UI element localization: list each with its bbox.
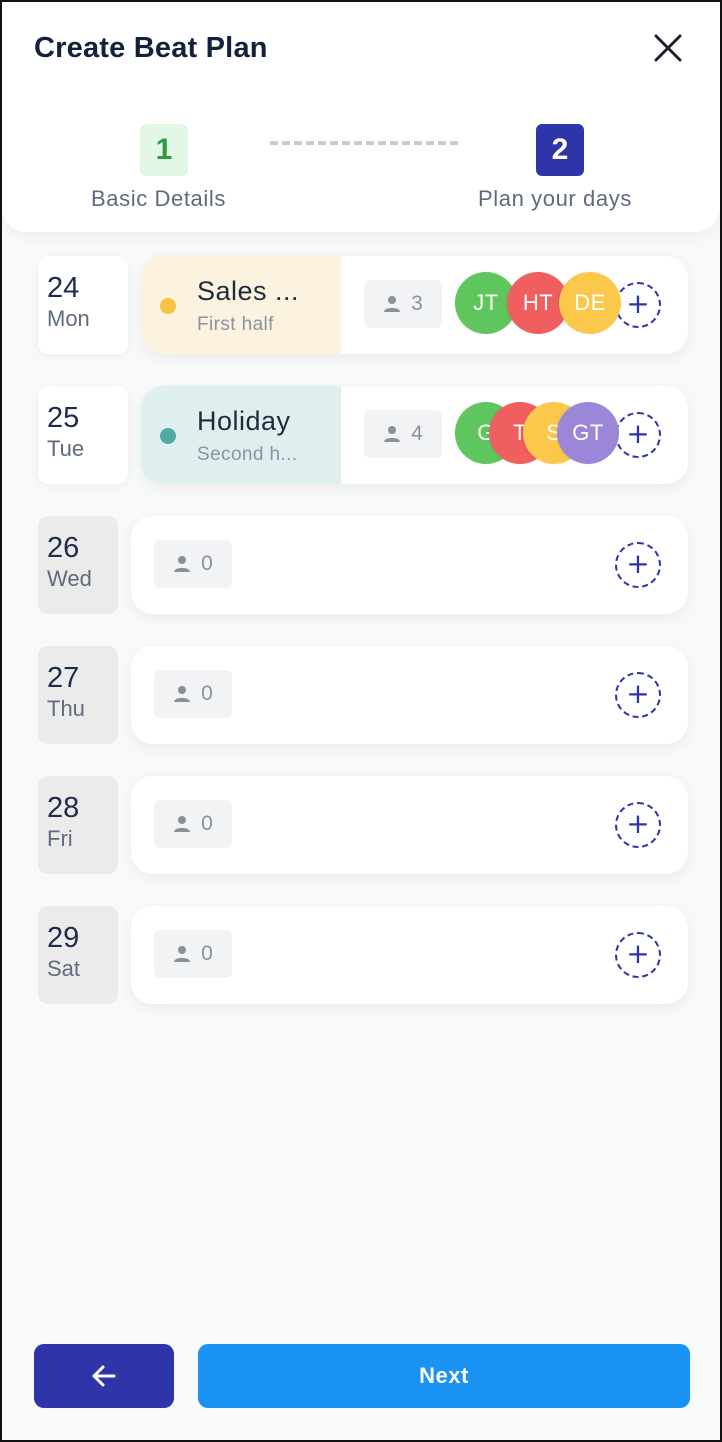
- person-icon: [384, 296, 401, 312]
- date-number: 26: [47, 532, 80, 564]
- day-row: 24 Mon Sales ... First half 3 JT HT DE +: [38, 256, 688, 356]
- close-icon: [654, 34, 682, 62]
- date-tile[interactable]: 28 Fri: [38, 776, 118, 874]
- event-status-dot: [160, 298, 176, 314]
- day-row: 28 Fri 0 +: [38, 776, 688, 876]
- person-icon: [174, 946, 191, 962]
- day-card: 0 +: [131, 776, 688, 874]
- date-tile[interactable]: 26 Wed: [38, 516, 118, 614]
- plus-icon: +: [626, 677, 650, 710]
- date-tile[interactable]: 27 Thu: [38, 646, 118, 744]
- step-connector: [270, 141, 458, 145]
- day-row: 29 Sat 0 +: [38, 906, 688, 1006]
- event-title: Sales ...: [197, 276, 300, 306]
- avatar[interactable]: GT: [557, 402, 619, 464]
- date-number: 25: [47, 402, 80, 434]
- close-button[interactable]: [648, 28, 688, 68]
- plus-icon: +: [626, 937, 650, 970]
- event-subtitle: First half: [197, 314, 274, 335]
- member-count-badge: 0: [154, 930, 232, 978]
- date-weekday: Fri: [47, 826, 73, 851]
- add-member-button[interactable]: +: [615, 282, 661, 328]
- date-weekday: Wed: [47, 566, 92, 591]
- plus-icon: +: [626, 807, 650, 840]
- date-weekday: Thu: [47, 696, 85, 721]
- member-count: 0: [201, 812, 213, 835]
- next-button[interactable]: Next: [198, 1344, 690, 1408]
- plus-icon: +: [626, 547, 650, 580]
- day-card: Holiday Second h... 4 G T S GT +: [141, 386, 688, 484]
- step-2-label: Plan your days: [478, 186, 632, 211]
- avatar[interactable]: HT: [507, 272, 569, 334]
- event-block[interactable]: Holiday Second h...: [141, 386, 341, 484]
- step-1-label: Basic Details: [91, 186, 226, 211]
- day-card: 0 +: [131, 906, 688, 1004]
- page-title: Create Beat Plan: [34, 32, 268, 64]
- event-title: Holiday: [197, 406, 291, 436]
- date-tile[interactable]: 25 Tue: [38, 386, 128, 484]
- date-number: 24: [47, 272, 80, 304]
- date-number: 27: [47, 662, 80, 694]
- date-number: 28: [47, 792, 80, 824]
- person-icon: [174, 556, 191, 572]
- date-tile[interactable]: 29 Sat: [38, 906, 118, 1004]
- member-count-badge: 0: [154, 800, 232, 848]
- plus-icon: +: [626, 287, 650, 320]
- person-icon: [174, 816, 191, 832]
- date-weekday: Mon: [47, 306, 90, 331]
- member-count: 0: [201, 942, 213, 965]
- date-weekday: Tue: [47, 436, 85, 461]
- date-weekday: Sat: [47, 956, 81, 981]
- person-icon: [174, 686, 191, 702]
- member-count-badge: 0: [154, 670, 232, 718]
- event-status-dot: [160, 428, 176, 444]
- day-row: 27 Thu 0 +: [38, 646, 688, 746]
- date-number: 29: [47, 922, 80, 954]
- event-subtitle: Second h...: [197, 444, 298, 465]
- avatar[interactable]: JT: [455, 272, 517, 334]
- add-member-button[interactable]: +: [615, 412, 661, 458]
- add-member-button[interactable]: +: [615, 672, 661, 718]
- member-count: 0: [201, 552, 213, 575]
- member-count: 4: [411, 422, 423, 445]
- member-count-badge: 3: [364, 280, 442, 328]
- day-card: 0 +: [131, 516, 688, 614]
- header: Create Beat Plan 1 Basic Details 2 Plan …: [2, 2, 720, 232]
- event-block[interactable]: Sales ... First half: [141, 256, 341, 354]
- member-count-badge: 0: [154, 540, 232, 588]
- add-member-button[interactable]: +: [615, 802, 661, 848]
- add-member-button[interactable]: +: [615, 542, 661, 588]
- day-row: 25 Tue Holiday Second h... 4 G T S GT +: [38, 386, 688, 486]
- member-count: 0: [201, 682, 213, 705]
- arrow-left-icon: [92, 1365, 116, 1387]
- add-member-button[interactable]: +: [615, 932, 661, 978]
- day-card: Sales ... First half 3 JT HT DE +: [141, 256, 688, 354]
- day-row: 26 Wed 0 +: [38, 516, 688, 616]
- member-count-badge: 4: [364, 410, 442, 458]
- person-icon: [384, 426, 401, 442]
- step-1-badge[interactable]: 1: [140, 124, 188, 176]
- day-card: 0 +: [131, 646, 688, 744]
- step-2-badge[interactable]: 2: [536, 124, 584, 176]
- date-tile[interactable]: 24 Mon: [38, 256, 128, 354]
- member-count: 3: [411, 292, 423, 315]
- plus-icon: +: [626, 417, 650, 450]
- avatar[interactable]: DE: [559, 272, 621, 334]
- back-button[interactable]: [34, 1344, 174, 1408]
